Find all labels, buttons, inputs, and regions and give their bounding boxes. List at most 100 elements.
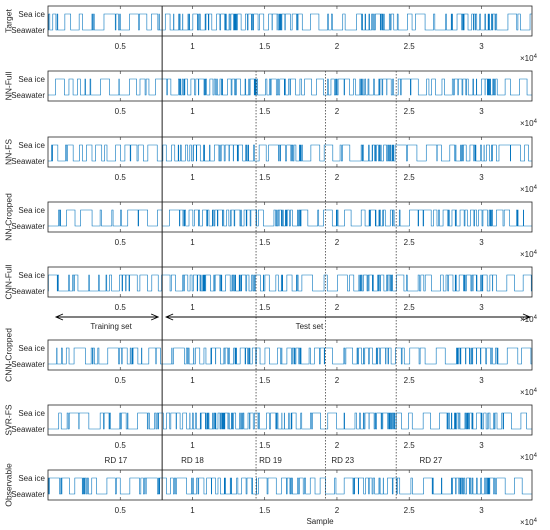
panel-label: Observable <box>3 463 13 507</box>
x-tick-label: 1 <box>190 303 195 312</box>
x-tick-label: 0.5 <box>115 238 127 247</box>
x-tick-label: 3 <box>479 441 484 450</box>
region-label: RD 19 <box>259 456 282 465</box>
test-set-label: Test set <box>296 322 324 331</box>
x-tick-label: 1 <box>190 42 195 51</box>
x-tick-label: 1.5 <box>259 303 271 312</box>
training-arrow-head <box>54 313 64 321</box>
y-tick-label: Sea ice <box>18 206 45 215</box>
x-tick-label: 1 <box>190 238 195 247</box>
region-label: RD 17 <box>105 456 128 465</box>
x-tick-label: 2 <box>335 42 340 51</box>
panel-label: NN-Full <box>3 71 13 100</box>
x-tick-label: 1 <box>190 506 195 515</box>
y-tick-label: Sea ice <box>18 75 45 84</box>
y-tick-label: Sea ice <box>18 409 45 418</box>
x-tick-label: 3 <box>479 238 484 247</box>
axis-box <box>47 5 533 37</box>
x-tick-label: 2.5 <box>404 42 416 51</box>
x-multiplier: ×104 <box>520 185 538 194</box>
x-tick-label: 3 <box>479 506 484 515</box>
x-tick-label: 1.5 <box>259 173 271 182</box>
axis-box <box>47 70 533 102</box>
panel-label: CNN-Full <box>3 264 13 299</box>
x-tick-label: 1.5 <box>259 42 271 51</box>
x-tick-label: 2 <box>335 107 340 116</box>
x-tick-label: 2 <box>335 173 340 182</box>
x-axis-label: Sample <box>306 517 334 526</box>
y-tick-label: Seawater <box>11 222 45 231</box>
x-tick-label: 2.5 <box>404 506 416 515</box>
test-arrow-head <box>522 313 532 321</box>
x-tick-label: 0.5 <box>115 303 127 312</box>
signal-line <box>48 144 532 162</box>
x-tick-label: 2.5 <box>404 173 416 182</box>
y-tick-label: Sea ice <box>18 141 45 150</box>
y-tick-label: Sea ice <box>18 344 45 353</box>
y-tick-label: Seawater <box>11 360 45 369</box>
signal-line <box>48 347 533 365</box>
x-tick-label: 3 <box>479 107 484 116</box>
x-multiplier: ×104 <box>520 119 538 128</box>
axis-box <box>47 404 533 436</box>
test-arrow-head <box>164 313 174 321</box>
overlay: RD 17 RD 18 RD 19 RD 23 RD 27 Sample Training … <box>54 6 532 526</box>
panel-label: NN-Cropped <box>3 193 13 241</box>
panel-label: CNN-Cropped <box>3 328 13 382</box>
x-tick-label: 3 <box>479 173 484 182</box>
x-tick-label: 1 <box>190 173 195 182</box>
x-tick-label: 1.5 <box>259 238 271 247</box>
signal-line <box>48 13 532 31</box>
x-tick-label: 0.5 <box>115 42 127 51</box>
x-tick-label: 1 <box>190 376 195 385</box>
x-tick-label: 2 <box>335 376 340 385</box>
y-tick-label: Sea ice <box>18 10 45 19</box>
x-tick-label: 1 <box>190 107 195 116</box>
x-tick-label: 2 <box>335 441 340 450</box>
signal-line <box>48 477 532 495</box>
x-tick-label: 3 <box>479 303 484 312</box>
training-arrow-head <box>150 313 160 321</box>
axis-box <box>47 266 533 298</box>
y-tick-label: Seawater <box>11 91 45 100</box>
x-multiplier: ×104 <box>520 453 538 462</box>
axis-box <box>47 136 533 168</box>
x-multiplier: ×104 <box>520 315 538 324</box>
x-tick-label: 0.5 <box>115 376 127 385</box>
panel-label: NN-FS <box>3 139 13 165</box>
panel-label: SVR-FS <box>3 404 13 436</box>
x-multiplier: ×104 <box>520 518 538 527</box>
panel-label: Target <box>3 9 13 33</box>
y-tick-label: Seawater <box>11 26 45 35</box>
x-tick-label: 1.5 <box>259 441 271 450</box>
x-tick-label: 2 <box>335 238 340 247</box>
x-tick-label: 3 <box>479 376 484 385</box>
x-tick-label: 2.5 <box>404 376 416 385</box>
signal-line <box>48 412 532 430</box>
x-tick-label: 1.5 <box>259 376 271 385</box>
axis-box <box>47 201 533 233</box>
x-tick-label: 2 <box>335 506 340 515</box>
x-tick-label: 2.5 <box>404 107 416 116</box>
y-tick-label: Seawater <box>11 157 45 166</box>
x-multiplier: ×104 <box>520 388 538 397</box>
signal-line <box>48 78 532 96</box>
region-label: RD 23 <box>331 456 354 465</box>
x-multiplier: ×104 <box>520 250 538 259</box>
signal-line <box>48 274 532 292</box>
x-tick-label: 2 <box>335 303 340 312</box>
x-tick-label: 1.5 <box>259 107 271 116</box>
training-set-label: Training set <box>90 322 132 331</box>
region-label: RD 27 <box>420 456 443 465</box>
y-tick-label: Seawater <box>11 490 45 499</box>
axis-box <box>47 339 533 371</box>
